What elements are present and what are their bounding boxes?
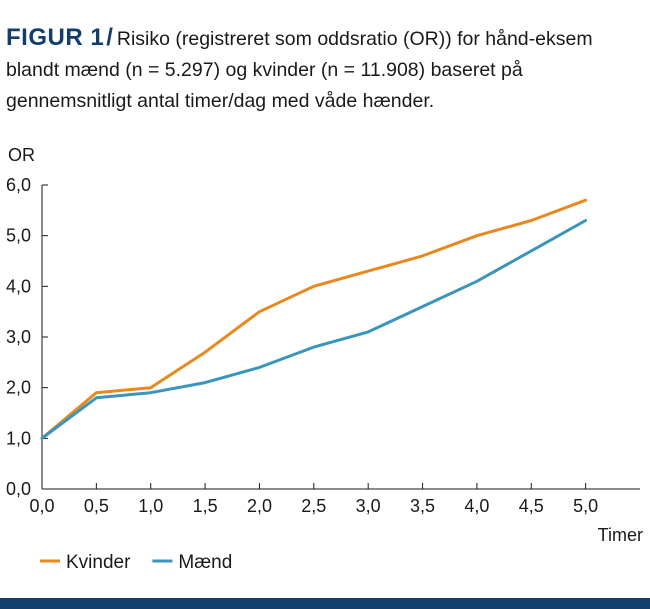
- legend-label: Kvinder: [66, 552, 131, 573]
- figure-caption: Risiko (registreret som oddsratio (OR)) …: [6, 28, 593, 112]
- y-tick-label: 0,0: [6, 479, 31, 499]
- figure-separator: /: [106, 24, 113, 51]
- y-tick-label: 6,0: [6, 175, 31, 195]
- y-tick-label: 4,0: [6, 276, 31, 296]
- x-tick-label: 2,0: [247, 496, 272, 516]
- series-line-mænd: [40, 219, 588, 440]
- figure-label: FIGUR 1: [6, 24, 105, 51]
- x-axis-label: Timer: [598, 525, 643, 545]
- x-tick-label: 2,5: [301, 496, 326, 516]
- chart-legend: Kvinder Mænd: [40, 552, 232, 573]
- x-tick-label: 3,5: [410, 496, 435, 516]
- chart-series-layer: [40, 198, 588, 440]
- x-tick-label: 5,0: [573, 496, 598, 516]
- y-tick-label: 2,0: [6, 378, 31, 398]
- x-tick-label: 4,5: [519, 496, 544, 516]
- y-tick-label: 5,0: [6, 226, 31, 246]
- y-tick-label: 1,0: [6, 428, 31, 448]
- x-tick-label: 0,0: [29, 496, 54, 516]
- bottom-accent-bar: [0, 598, 650, 609]
- y-tick-label: 3,0: [6, 327, 31, 347]
- figure-title: FIGUR 1/Risiko (registreret som oddsrati…: [6, 22, 642, 117]
- x-tick-label: 1,5: [193, 496, 218, 516]
- x-tick-label: 1,0: [138, 496, 163, 516]
- x-tick-label: 3,0: [356, 496, 381, 516]
- chart-axes: 0,0 1,0 2,0 3,0 4,0 5,0 6,0 0,0 0,5 1,0 1,5 2,0 2,5 3…: [6, 145, 643, 545]
- y-axis-label: OR: [8, 145, 35, 165]
- x-tick-label: 0,5: [84, 496, 109, 516]
- legend-label: Mænd: [178, 552, 232, 573]
- series-line-kvinder: [40, 198, 588, 440]
- x-tick-label: 4,0: [464, 496, 489, 516]
